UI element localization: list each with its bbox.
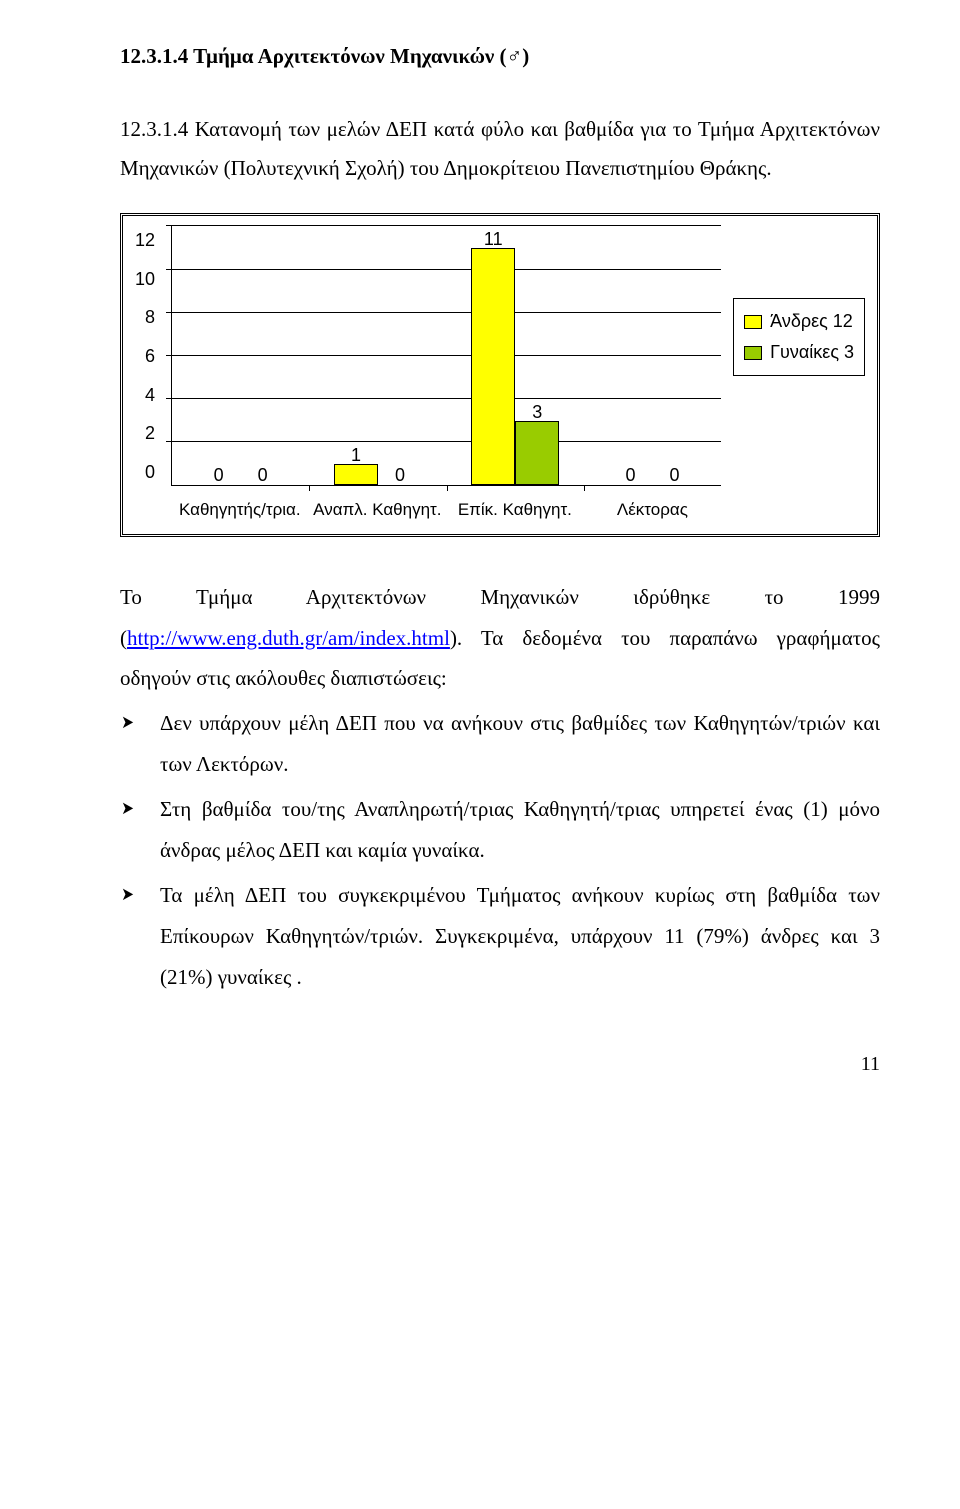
ytick-label: 8 [135,303,155,332]
bar: 3 [515,421,559,486]
ytick-label: 12 [135,226,155,255]
plot-area: 001011300 Καθηγητής/τρια. Αναπλ. Καθηγητ… [171,226,721,523]
finding-item: Τα μέλη ΔΕΠ του συγκεκριμένου Τμήματος α… [120,875,880,998]
bar-value-label: 1 [351,441,361,470]
bar-group: 00 [584,226,721,485]
body-paragraph: Το Τμήμα Αρχιτεκτόνων Μηχανικών ιδρύθηκε… [120,577,880,700]
ytick-label: 10 [135,265,155,294]
legend-label: Γυναίκες 3 [770,338,854,367]
finding-item: Στη βαθμίδα του/της Αναπληρωτή/τριας Καθ… [120,789,880,871]
bar-value-label: 0 [626,461,636,490]
bar-value-label: 0 [214,461,224,490]
legend-swatch [744,346,762,360]
y-axis-labels: 12 10 8 6 4 2 0 [135,226,159,486]
chart-container: 12 10 8 6 4 2 0 001011300 Καθηγητής/τρια… [120,213,880,536]
bar-value-label: 0 [395,461,405,490]
bar-value-label: 11 [484,225,503,254]
ytick-label: 4 [135,381,155,410]
bar-group: 113 [447,226,584,485]
xtick-label: Λέκτορας [584,496,722,523]
bar: 1 [334,464,378,486]
xtick-label: Αναπλ. Καθηγητ. [309,496,447,523]
chart-legend: Άνδρες 12 Γυναίκες 3 [733,298,865,376]
xtick-label: Καθηγητής/τρια. [171,496,309,523]
section-title: 12.3.1.4 Τμήμα Αρχιτεκτόνων Μηχανικών (♂… [120,40,880,74]
ytick-label: 0 [135,458,155,487]
legend-item: Γυναίκες 3 [744,338,854,367]
ytick-label: 6 [135,342,155,371]
xtick-label: Επίκ. Καθηγητ. [446,496,584,523]
figure-caption: 12.3.1.4 Κατανομή των μελών ΔΕΠ κατά φύλ… [120,110,880,190]
ytick-label: 2 [135,419,155,448]
source-link[interactable]: http://www.eng.duth.gr/am/index.html [127,626,450,650]
bar-group: 10 [309,226,446,485]
finding-item: Δεν υπάρχουν μέλη ΔΕΠ που να ανήκουν στι… [120,703,880,785]
legend-label: Άνδρες 12 [770,307,853,336]
legend-swatch [744,315,762,329]
bar-value-label: 0 [258,461,268,490]
bar-group: 00 [172,226,309,485]
legend-item: Άνδρες 12 [744,307,854,336]
bar-value-label: 3 [532,398,542,427]
bar: 11 [471,248,515,485]
page-number: 11 [120,1048,880,1080]
x-axis-labels: Καθηγητής/τρια. Αναπλ. Καθηγητ. Επίκ. Κα… [171,496,721,523]
bar-value-label: 0 [670,461,680,490]
findings-list: Δεν υπάρχουν μέλη ΔΕΠ που να ανήκουν στι… [120,703,880,998]
